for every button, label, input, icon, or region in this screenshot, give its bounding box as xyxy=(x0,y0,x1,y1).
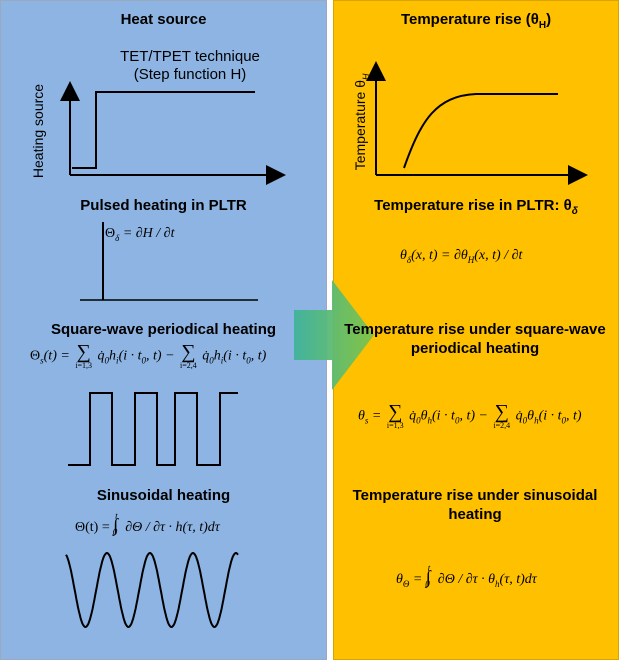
heat-source-title: Heat source xyxy=(120,11,207,28)
pulsed-heating-title: Pulsed heating in PLTR xyxy=(80,197,247,214)
tet-title: TET/TPET technique xyxy=(120,48,260,65)
pulse-graph xyxy=(80,222,258,301)
step-function-graph xyxy=(60,81,286,185)
transition-arrow-icon xyxy=(294,280,374,390)
temperature-rise-panel xyxy=(333,0,619,660)
square-wave-equation: Θs(t) = ∑ i=1,3 q̇0hi(i · t0, t) − ∑ i=2,4… xyxy=(30,341,267,370)
sinusoidal-temperature-title: Temperature rise under sinusoidal heatin… xyxy=(352,487,598,523)
sinusoidal-heating-title: Sinusoidal heating xyxy=(96,487,231,504)
temperature-rise-title: Temperature rise (θH) xyxy=(400,11,552,31)
sinusoidal-heating-equation: Θ(t) = ∫t0 ∂Θ / ∂τ · h(τ, t)dτ xyxy=(75,511,220,537)
sinusoidal-temperature-equation: θΘ = ∫t0 ∂Θ / ∂τ · θh(τ, t)dτ xyxy=(396,563,537,589)
square-wave-graph xyxy=(68,392,238,466)
square-wave-title: Square-wave periodical heating xyxy=(50,321,277,338)
temperature-rise-graph xyxy=(366,61,588,185)
sinusoid-graph xyxy=(65,551,239,629)
pltr-equation: θδ(x, t) = ∂θH(x, t) / ∂t xyxy=(400,248,523,265)
pulsed-heating-equation: Θδ = ∂H / ∂t xyxy=(105,226,175,243)
tet-subtitle: (Step function H) xyxy=(133,66,247,83)
heating-source-axis-label: Heating source xyxy=(30,83,46,179)
square-wave-temperature-title: Temperature rise under square-wave perio… xyxy=(344,321,606,357)
pltr-temperature-title: Temperature rise in PLTR: θδ xyxy=(374,197,578,217)
heat-source-panel xyxy=(0,0,327,660)
square-wave-temperature-equation: θs = ∑ i=1,3 q̇0θh(i · t0, t) − ∑ i=2,4 q̇… xyxy=(358,401,582,430)
